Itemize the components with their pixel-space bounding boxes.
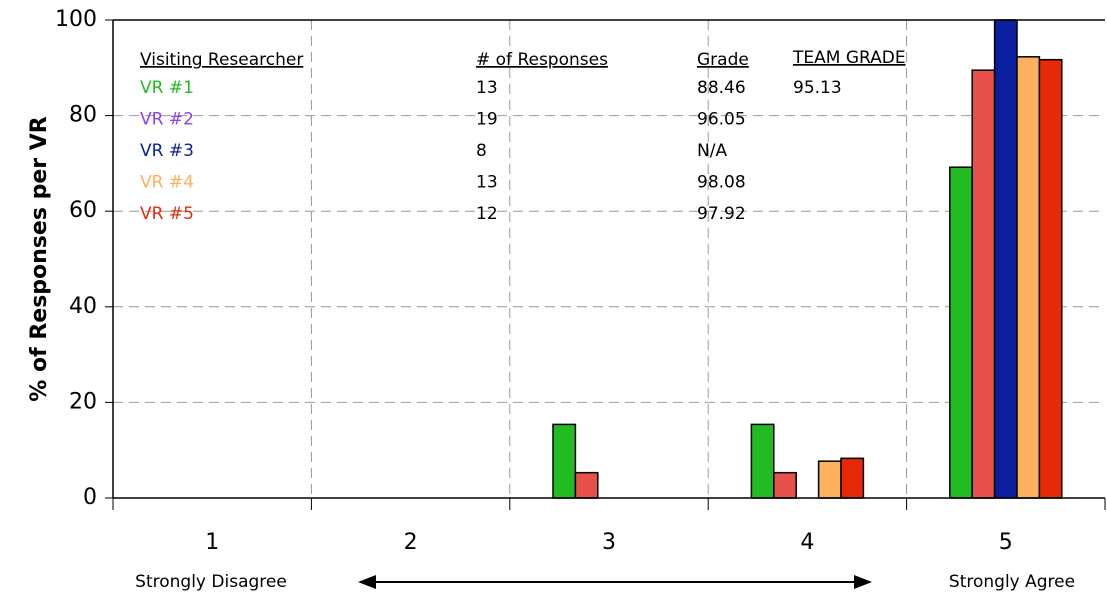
double-arrow xyxy=(358,575,872,589)
table-header: TEAM GRADE xyxy=(792,48,906,68)
bar xyxy=(750,423,775,499)
y-tick-label: 60 xyxy=(69,198,97,223)
legend-entry: VR #4 xyxy=(140,173,194,193)
x-tick-label: 4 xyxy=(800,530,814,555)
bar xyxy=(817,460,842,499)
bar xyxy=(949,166,973,499)
table-cell: 97.92 xyxy=(697,204,746,224)
table-cell: 12 xyxy=(476,204,498,224)
bar xyxy=(971,69,996,499)
bar xyxy=(773,471,797,499)
team-grade: 95.13 xyxy=(793,78,842,98)
bar xyxy=(552,423,577,499)
bar xyxy=(1016,56,1041,499)
y-tick-label: 40 xyxy=(69,294,97,319)
bar xyxy=(993,19,1018,499)
table-cell: 88.46 xyxy=(697,78,746,98)
table-cell: N/A xyxy=(697,141,727,161)
table-header: # of Responses xyxy=(476,50,608,70)
table-cell: 96.05 xyxy=(697,110,746,130)
legend-entry: VR #3 xyxy=(140,141,194,161)
y-tick-label: 20 xyxy=(69,389,97,414)
table-header: Visiting Researcher xyxy=(140,50,303,70)
x-tick-label: 2 xyxy=(404,530,418,555)
bar xyxy=(1038,58,1063,499)
table-header: Grade xyxy=(697,50,749,70)
y-tick-label: 0 xyxy=(83,485,97,510)
table-cell: 13 xyxy=(476,173,498,193)
legend-entry: VR #2 xyxy=(140,110,194,130)
y-axis-label: % of Responses per VR xyxy=(27,116,52,402)
annotation: Strongly Agree xyxy=(949,572,1075,592)
x-tick-label: 1 xyxy=(205,530,219,555)
x-tick-label: 3 xyxy=(602,530,616,555)
x-tick-label: 5 xyxy=(999,530,1013,555)
table-cell: 98.08 xyxy=(697,173,746,193)
table-cell: 19 xyxy=(476,110,498,130)
bar xyxy=(574,471,599,499)
y-tick-label: 100 xyxy=(55,7,97,32)
legend-entry: VR #1 xyxy=(140,78,194,98)
legend-entry: VR #5 xyxy=(140,204,194,224)
bar xyxy=(840,457,865,499)
y-tick-label: 80 xyxy=(69,103,97,128)
annotation: Strongly Disagree xyxy=(135,572,287,592)
table-cell: 8 xyxy=(476,141,487,161)
table-cell: 13 xyxy=(476,78,498,98)
